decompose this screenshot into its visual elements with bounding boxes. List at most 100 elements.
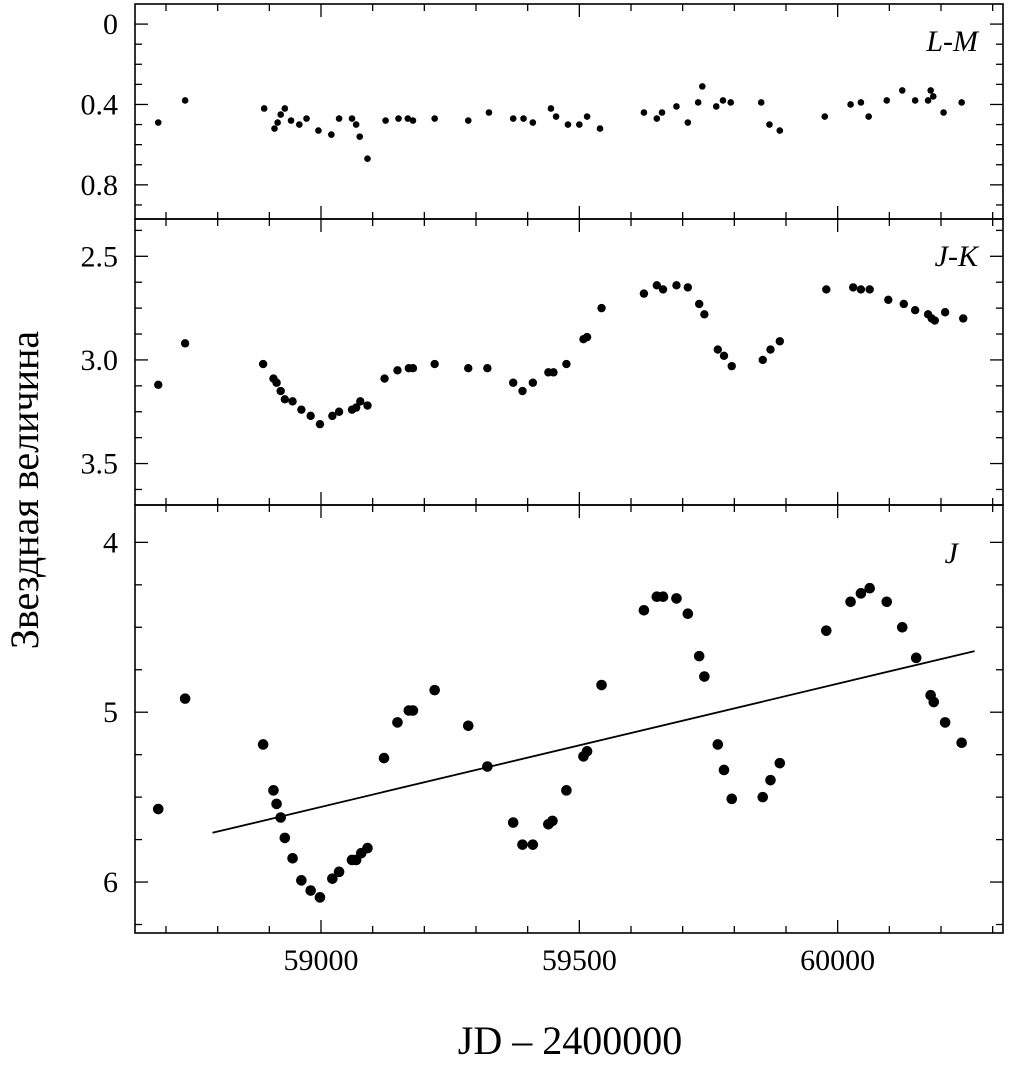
y-tick-label-j: 5 [103, 696, 118, 729]
data-point-j [712, 739, 724, 750]
data-point-j-k [639, 289, 649, 298]
data-point-j-k [518, 386, 527, 396]
data-point-l-m [348, 115, 356, 122]
axis-ticks [135, 4, 1003, 933]
data-point-j-k [430, 359, 439, 369]
y-tick-label-j-k: 3.5 [81, 448, 119, 481]
data-point-j-k [672, 281, 681, 290]
data-point-j [845, 596, 856, 608]
data-point-j [314, 892, 326, 903]
data-point-j [362, 842, 373, 854]
data-point-j [699, 671, 710, 682]
data-point-l-m [277, 111, 285, 118]
data-point-j [462, 720, 474, 732]
data-point-j-k [180, 339, 190, 348]
data-point-j [765, 774, 776, 786]
data-point-j [939, 717, 951, 728]
data-point-l-m [857, 99, 865, 106]
data-point-j-k [582, 332, 592, 342]
y-tick-label-l-m: 0 [103, 8, 118, 41]
data-point-l-m [924, 97, 932, 104]
data-point-j-k [356, 397, 365, 406]
data-point-l-m [911, 97, 919, 104]
panel-label-l-m: L-M [925, 25, 980, 58]
data-point-j [378, 752, 390, 764]
data-point-l-m [940, 109, 947, 116]
data-point-l-m [296, 121, 303, 128]
data-point-l-m [520, 115, 527, 122]
data-point-j [547, 815, 558, 827]
data-point-j [482, 761, 493, 772]
data-point-l-m [699, 83, 706, 90]
data-point-j [507, 817, 519, 828]
data-point-j-k [597, 303, 606, 313]
data-point-j-k [315, 419, 325, 429]
data-point-j-k [483, 364, 492, 373]
data-point-j-k [464, 364, 473, 373]
data-point-j-k [713, 345, 722, 354]
data-point-j [682, 608, 694, 619]
data-point-j-k [695, 299, 704, 309]
data-point-l-m [154, 119, 162, 126]
data-point-j-k [856, 285, 866, 294]
data-point-j-k [272, 378, 281, 387]
x-tick-label: 60000 [800, 944, 875, 977]
data-point-j [179, 693, 191, 704]
data-point-j-k [719, 351, 729, 360]
data-point-j [407, 705, 419, 716]
data-point-l-m [529, 119, 537, 126]
data-point-j [718, 764, 730, 776]
x-tick-label: 59000 [284, 944, 359, 977]
data-point-j [287, 852, 298, 864]
data-point-j-k [775, 337, 784, 346]
data-point-j-k [328, 411, 337, 421]
data-point-l-m [409, 117, 417, 124]
data-point-l-m [281, 105, 289, 112]
data-point-l-m [287, 117, 295, 124]
data-point-l-m [335, 115, 343, 122]
data-point-l-m [382, 117, 389, 124]
data-point-j [864, 582, 875, 594]
data-point-j [671, 593, 682, 604]
data-point-j [333, 866, 345, 878]
data-point-j-k [899, 299, 908, 309]
trend-line [212, 650, 975, 834]
data-point-l-m [673, 103, 680, 110]
data-point-j-k [334, 407, 344, 416]
data-point-j-k [258, 359, 268, 369]
data-point-l-m [766, 121, 773, 128]
data-point-j-k [154, 380, 163, 389]
data-point-j-k [351, 403, 361, 412]
data-point-j [392, 717, 403, 728]
data-point-j [910, 652, 922, 664]
panel-frames [134, 3, 1004, 934]
panel-label-j-k: J-K [935, 240, 980, 273]
data-point-j [268, 785, 279, 796]
data-point-l-m [821, 113, 829, 120]
axis-labels: 0 0.4 0.8 L-M 2.5 3.0 3.5 J-K 4 5 6 J 59000 59500 6000… [81, 8, 981, 977]
data-point-l-m [564, 121, 572, 128]
data-point-j-k [652, 281, 662, 290]
data-point-l-m [883, 97, 891, 104]
data-point-l-m [404, 115, 412, 122]
data-point-l-m [712, 103, 720, 110]
data-point-j-k [766, 345, 775, 354]
y-tick-label-j: 6 [103, 866, 118, 899]
data-point-l-m [364, 155, 371, 163]
data-point-j [657, 591, 669, 603]
data-point-l-m [658, 109, 666, 116]
data-point-j [305, 885, 316, 896]
data-point-j [279, 832, 291, 844]
y-tick-label-l-m: 0.4 [81, 88, 119, 121]
data-point-j-k [297, 405, 306, 414]
data-point-l-m [395, 115, 402, 122]
data-point-l-m [684, 119, 692, 126]
data-point-j-k [910, 305, 920, 315]
data-point-l-m [958, 99, 965, 106]
y-axis-label: Звездная величина [2, 331, 47, 650]
data-point-j [257, 739, 269, 750]
data-point-j [596, 679, 607, 691]
data-point-j-k [930, 316, 939, 325]
data-point-l-m [303, 115, 310, 122]
data-point-j [429, 684, 440, 696]
